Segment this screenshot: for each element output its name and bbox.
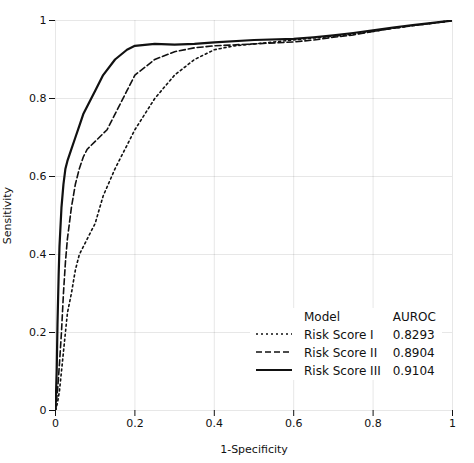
svg-text:0.4: 0.4 — [206, 417, 224, 430]
svg-text:1: 1 — [449, 417, 456, 430]
svg-text:1-Specificity: 1-Specificity — [220, 443, 288, 456]
svg-text:0.8: 0.8 — [29, 92, 47, 105]
html-text:Risk Score II: Risk Score II — [304, 346, 378, 360]
html-text:AUROC: AUROC — [392, 310, 436, 324]
html-text:0.8904: 0.8904 — [392, 346, 435, 360]
svg-text:0.6: 0.6 — [285, 417, 303, 430]
html-text:0.8293: 0.8293 — [392, 328, 435, 342]
svg-text:0.2: 0.2 — [29, 326, 47, 339]
svg-text:Sensitivity: Sensitivity — [1, 186, 14, 244]
svg-text:0.4: 0.4 — [29, 248, 47, 261]
svg-text:0.8: 0.8 — [364, 417, 382, 430]
svg-text:0.2: 0.2 — [126, 417, 144, 430]
html-text:Risk Score I: Risk Score I — [304, 328, 374, 342]
svg-text:1: 1 — [40, 14, 47, 27]
html-text:Model: Model — [304, 310, 340, 324]
html-text:Risk Score III: Risk Score III — [304, 364, 381, 378]
svg-text:0: 0 — [40, 404, 47, 417]
svg-text:0: 0 — [52, 417, 59, 430]
html-text:0.9104: 0.9104 — [392, 364, 435, 378]
svg-text:0.6: 0.6 — [29, 170, 47, 183]
